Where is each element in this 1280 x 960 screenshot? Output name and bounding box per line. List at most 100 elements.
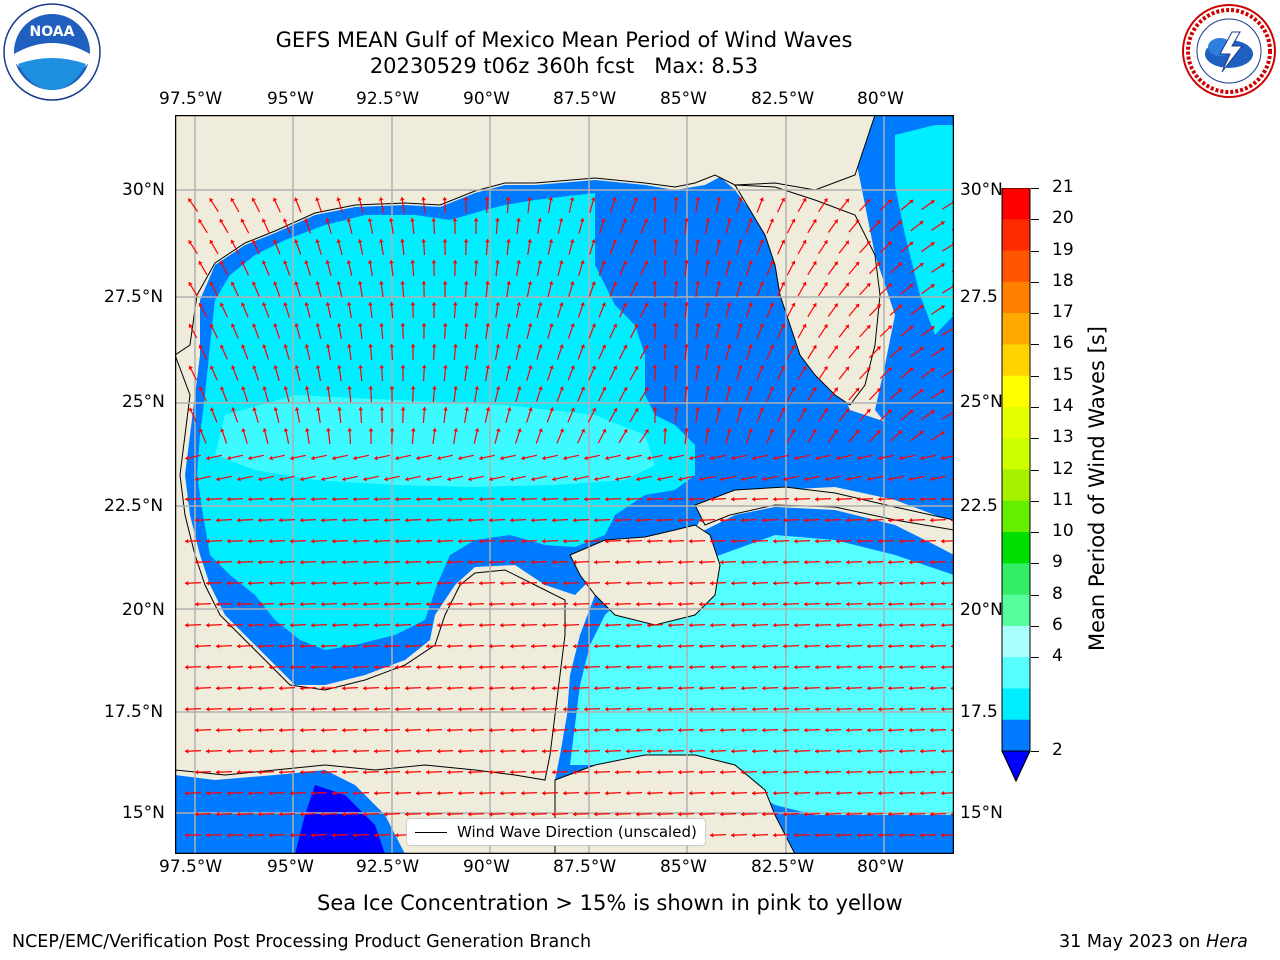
wave-direction-arrowhead <box>626 622 630 628</box>
wave-direction-arrowhead <box>219 219 224 223</box>
wave-direction-arrowhead <box>227 496 231 502</box>
wave-direction-arrowhead <box>240 260 246 265</box>
wave-direction-arrowhead <box>531 727 535 733</box>
lon-tick-top: 85°W <box>660 89 707 109</box>
wave-direction-arrowhead <box>773 622 777 628</box>
wave-direction-arrowhead <box>898 262 902 267</box>
wave-direction-arrowhead <box>845 198 849 203</box>
colorbar-tick-label: 4 <box>1052 646 1063 667</box>
wave-direction-arrowhead <box>294 239 299 244</box>
wave-direction-arrowhead <box>866 367 871 371</box>
wave-direction-arrowhead <box>836 455 840 461</box>
wave-direction-arrowhead <box>542 790 546 796</box>
wave-direction-arrowhead <box>940 305 945 310</box>
wave-direction-arrowhead <box>195 769 199 775</box>
colorbar-tick-mark <box>1031 594 1039 596</box>
wave-direction-arrowhead <box>720 685 724 691</box>
wave-direction-arrowhead <box>510 643 514 649</box>
wave-direction-arrowhead <box>752 455 756 461</box>
wave-direction-arrowhead <box>251 239 257 244</box>
wave-direction-arrowhead <box>552 685 556 691</box>
wave-direction-arrowhead <box>269 580 273 586</box>
wave-direction-arrowhead <box>716 281 722 285</box>
wave-direction-arrowhead <box>347 428 352 432</box>
wave-direction-arrowhead <box>304 302 309 306</box>
wave-direction-arrowhead <box>759 239 764 244</box>
colorbar-tick-label: 20 <box>1052 208 1074 229</box>
wave-direction-arrowhead <box>594 643 598 649</box>
wave-direction-arrowhead <box>405 476 409 482</box>
colorbar-extend-triangle <box>1001 750 1031 783</box>
wave-direction-arrowhead <box>855 261 860 266</box>
colorbar-band <box>1002 281 1030 314</box>
wave-direction-arrowhead <box>878 832 882 838</box>
wave-direction-arrowhead <box>812 429 817 434</box>
wave-direction-arrowhead <box>845 408 849 413</box>
wave-direction-arrowhead <box>283 218 288 223</box>
wave-direction-arrowhead <box>930 769 934 775</box>
wave-direction-arrowhead <box>794 706 798 712</box>
wave-direction-arrowhead <box>321 517 325 523</box>
wave-direction-arrowhead <box>573 643 577 649</box>
wave-direction-arrowhead <box>507 407 512 411</box>
wave-direction-arrowhead <box>594 476 598 482</box>
wave-direction-arrowhead <box>899 455 903 461</box>
wave-direction-arrowhead <box>623 344 628 349</box>
wave-direction-arrowhead <box>920 664 924 670</box>
wave-direction-arrowhead <box>898 430 902 435</box>
wave-direction-arrowhead <box>206 455 210 461</box>
wave-direction-arrowhead <box>930 284 935 289</box>
wave-direction-arrowhead <box>248 580 252 586</box>
wave-direction-arrowhead <box>219 260 224 265</box>
colorbar-tick-label: 6 <box>1052 614 1063 635</box>
wave-direction-arrowhead <box>846 476 850 482</box>
wave-direction-arrowhead <box>699 559 703 565</box>
wave-direction-arrowhead <box>876 346 881 351</box>
wave-direction-arrowhead <box>342 811 346 817</box>
wave-direction-arrowhead <box>432 428 437 432</box>
wave-direction-arrowhead <box>731 455 735 461</box>
wave-direction-arrowhead <box>613 408 618 412</box>
wave-direction-arrowhead <box>363 476 367 482</box>
colorbar-band <box>1002 344 1030 377</box>
wave-direction-arrowhead <box>866 241 871 245</box>
wave-direction-arrowhead <box>888 476 892 482</box>
wave-direction-arrowhead <box>668 790 672 796</box>
wave-direction-arrowhead <box>468 476 472 482</box>
wave-direction-arrowhead <box>421 365 427 369</box>
wave-direction-arrowhead <box>395 832 399 838</box>
pacific-water-deep <box>295 785 385 854</box>
colorbar-band <box>1002 594 1030 627</box>
wave-direction-arrowhead <box>185 706 189 712</box>
colorbar-tick-label: 15 <box>1052 364 1074 385</box>
wave-direction-arrowhead <box>405 601 409 607</box>
wave-direction-arrowhead <box>710 706 714 712</box>
wave-direction-arrowhead <box>699 517 703 523</box>
wave-direction-arrowhead <box>311 580 315 586</box>
wave-direction-arrowhead <box>283 344 288 348</box>
wave-direction-arrowhead <box>230 239 235 244</box>
wave-period-map <box>174 114 955 855</box>
colorbar-band <box>1002 719 1030 752</box>
wave-direction-arrowhead <box>458 790 462 796</box>
wave-direction-arrowhead <box>823 240 828 245</box>
wave-direction-arrowhead <box>705 260 711 264</box>
wave-direction-arrowhead <box>726 344 732 348</box>
colorbar-band <box>1002 375 1030 408</box>
wave-direction-arrowhead <box>878 664 882 670</box>
colorbar-label: Mean Period of Wind Waves [s] <box>1085 326 1109 651</box>
wave-direction-arrowhead <box>930 643 934 649</box>
wave-direction-arrowhead <box>489 643 493 649</box>
wave-direction-arrowhead <box>836 496 840 502</box>
wave-direction-arrowhead <box>815 664 819 670</box>
wave-direction-arrowhead <box>773 790 777 796</box>
wave-direction-arrowhead <box>573 601 577 607</box>
wave-direction-arrowhead <box>452 218 458 222</box>
wave-direction-arrowhead <box>279 727 283 733</box>
wave-direction-arrowhead <box>594 559 598 565</box>
wave-direction-arrowhead <box>485 407 491 411</box>
wave-direction-arrowhead <box>569 197 575 201</box>
wave-direction-arrowhead <box>804 811 808 817</box>
wave-direction-arrowhead <box>726 260 732 264</box>
wave-direction-arrowhead <box>231 407 236 412</box>
